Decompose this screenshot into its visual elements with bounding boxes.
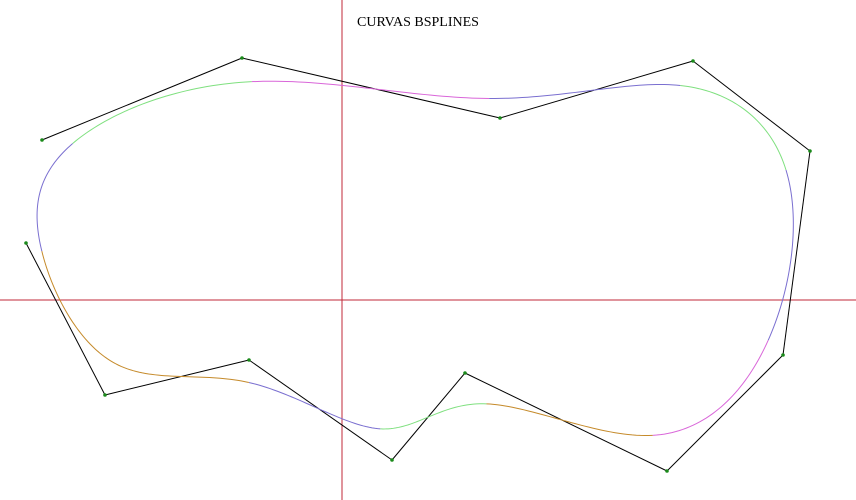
control-polygon-edge: [25, 242, 106, 396]
bspline-segment: [652, 340, 769, 436]
bspline-segment: [251, 80, 490, 99]
bspline-segment: [36, 143, 73, 252]
control-polygon-edge: [782, 150, 811, 356]
bspline-curve: [36, 80, 794, 437]
control-point: [103, 393, 107, 397]
control-polygon-edge: [104, 359, 250, 396]
control-point: [240, 56, 244, 60]
control-point: [40, 138, 44, 142]
control-point: [498, 116, 502, 120]
control-point: [691, 59, 695, 63]
control-polygon-edge: [666, 354, 784, 472]
control-point: [390, 458, 394, 462]
control-polygon-edge: [692, 60, 811, 152]
bspline-segment: [115, 363, 249, 383]
control-point: [247, 358, 251, 362]
control-polygon-edge: [464, 372, 668, 472]
bspline-segment: [380, 403, 487, 430]
bspline-segment: [680, 85, 787, 171]
control-point: [808, 149, 812, 153]
bspline-segment: [41, 251, 117, 365]
control-polygon: [25, 57, 811, 472]
control-point: [463, 371, 467, 375]
control-points: [24, 56, 812, 473]
bspline-segment: [72, 81, 252, 144]
bspline-segment: [248, 382, 381, 430]
control-polygon-edge: [241, 57, 501, 119]
bspline-segment: [767, 169, 794, 341]
bspline-segment: [486, 403, 653, 437]
bspline-segment: [489, 83, 681, 99]
page-title: CURVAS BSPLINES: [357, 15, 479, 30]
control-polygon-edge: [41, 57, 243, 141]
control-point: [665, 469, 669, 473]
control-point: [24, 241, 28, 245]
control-point: [781, 353, 785, 357]
